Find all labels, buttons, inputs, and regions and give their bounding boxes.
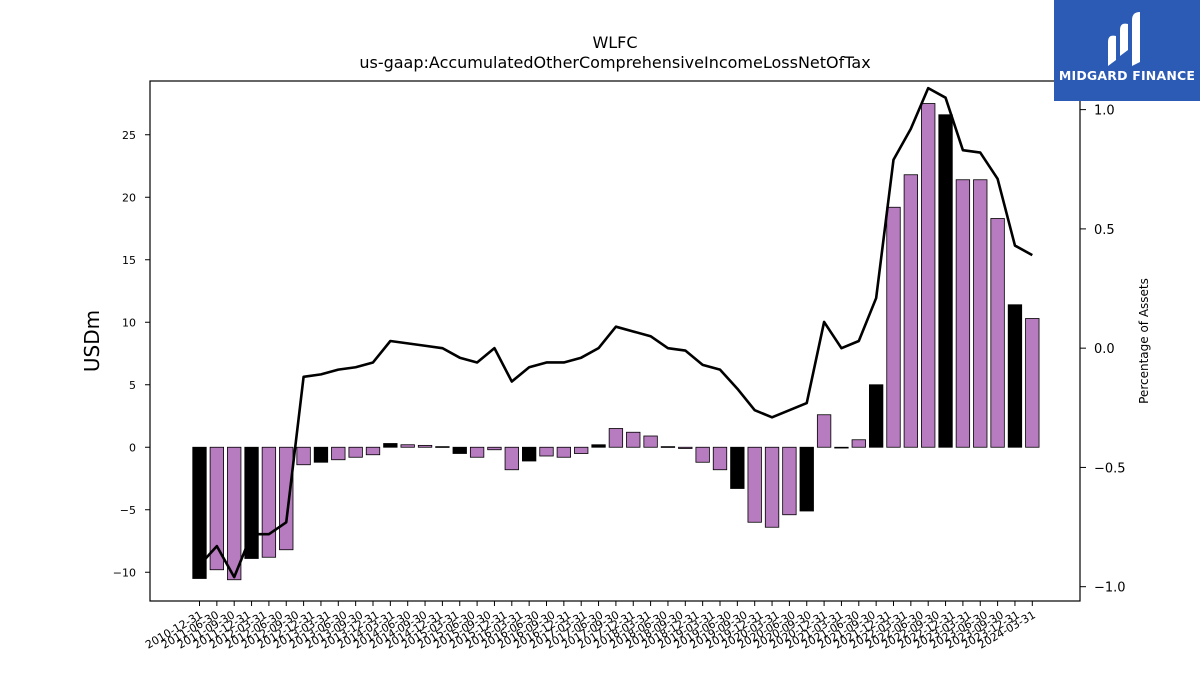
bar	[313, 446, 329, 463]
bar	[487, 446, 502, 451]
bar	[279, 446, 294, 551]
brand-logo: MIDGARD FINANCE	[1054, 0, 1200, 101]
left-y-axis: −10 −5 0 5 10 15 20 25	[113, 129, 150, 579]
bar	[261, 446, 277, 558]
brand-name: MIDGARD FINANCE	[1058, 68, 1196, 83]
bar	[591, 444, 606, 448]
bar	[192, 446, 207, 579]
bar	[504, 446, 519, 471]
bar	[348, 446, 363, 458]
bar	[938, 114, 953, 448]
bar	[365, 446, 381, 456]
bar-group	[192, 103, 1040, 581]
bar	[660, 446, 676, 448]
bar	[990, 218, 1005, 448]
bar	[764, 446, 780, 528]
y2-tick-label: −1.0	[1094, 581, 1126, 596]
bar	[973, 179, 988, 448]
bar	[1025, 318, 1040, 448]
right-y-axis: −1.0 −0.5 0.0 0.5 1.0	[1080, 104, 1126, 596]
bar	[730, 446, 745, 489]
bar	[782, 446, 797, 516]
bar	[539, 446, 554, 457]
y-axis-label-left: USDm	[80, 310, 104, 372]
y-tick-label: 0	[129, 441, 136, 454]
y-tick-label: 5	[129, 379, 136, 392]
bar	[209, 446, 225, 571]
y2-tick-label: 0.0	[1094, 342, 1115, 357]
bar	[296, 446, 311, 466]
y2-tick-label: −0.5	[1094, 461, 1126, 476]
y-tick-label: −5	[120, 504, 136, 517]
percentage-of-assets-line	[198, 86, 1033, 579]
bar	[435, 446, 450, 448]
bar	[955, 179, 971, 448]
bar	[695, 446, 710, 463]
bar	[903, 174, 918, 448]
plot-frame	[149, 80, 1081, 602]
bar	[417, 444, 433, 448]
bar	[556, 446, 571, 458]
bar	[1007, 304, 1023, 448]
chart-title: WLFC	[592, 33, 637, 52]
chart-subtitle: us-gaap:AccumulatedOtherComprehensiveInc…	[359, 53, 870, 72]
bar	[452, 446, 467, 454]
bar	[522, 446, 537, 462]
bar	[643, 435, 658, 448]
bar	[886, 206, 901, 448]
bar	[626, 431, 641, 448]
y-tick-label: 15	[122, 254, 136, 267]
bar	[244, 446, 259, 559]
bar	[574, 446, 589, 454]
y2-tick-label: 0.5	[1094, 223, 1115, 238]
bar	[383, 443, 398, 448]
y-axis-label-right: Percentage of Assets	[1137, 278, 1151, 404]
x-axis: 2010-12-312011-06-302011-09-302011-12-31…	[143, 601, 1038, 652]
bar	[331, 446, 346, 461]
y-tick-label: 20	[122, 191, 136, 204]
bar	[712, 446, 728, 471]
bar	[851, 439, 866, 448]
y-tick-label: −10	[113, 566, 136, 579]
bar	[678, 446, 693, 449]
y-tick-label: 25	[122, 129, 136, 142]
y2-tick-label: 1.0	[1094, 104, 1115, 119]
bar	[921, 103, 936, 448]
y-tick-label: 10	[122, 316, 136, 329]
bar	[400, 444, 415, 448]
bar	[816, 414, 832, 448]
bar	[869, 384, 884, 448]
bar	[469, 446, 485, 458]
brand-mark-icon	[1108, 12, 1140, 66]
bar	[747, 446, 762, 523]
bar	[799, 446, 814, 512]
bar	[834, 446, 849, 449]
bar	[227, 446, 242, 581]
bar	[608, 428, 624, 448]
